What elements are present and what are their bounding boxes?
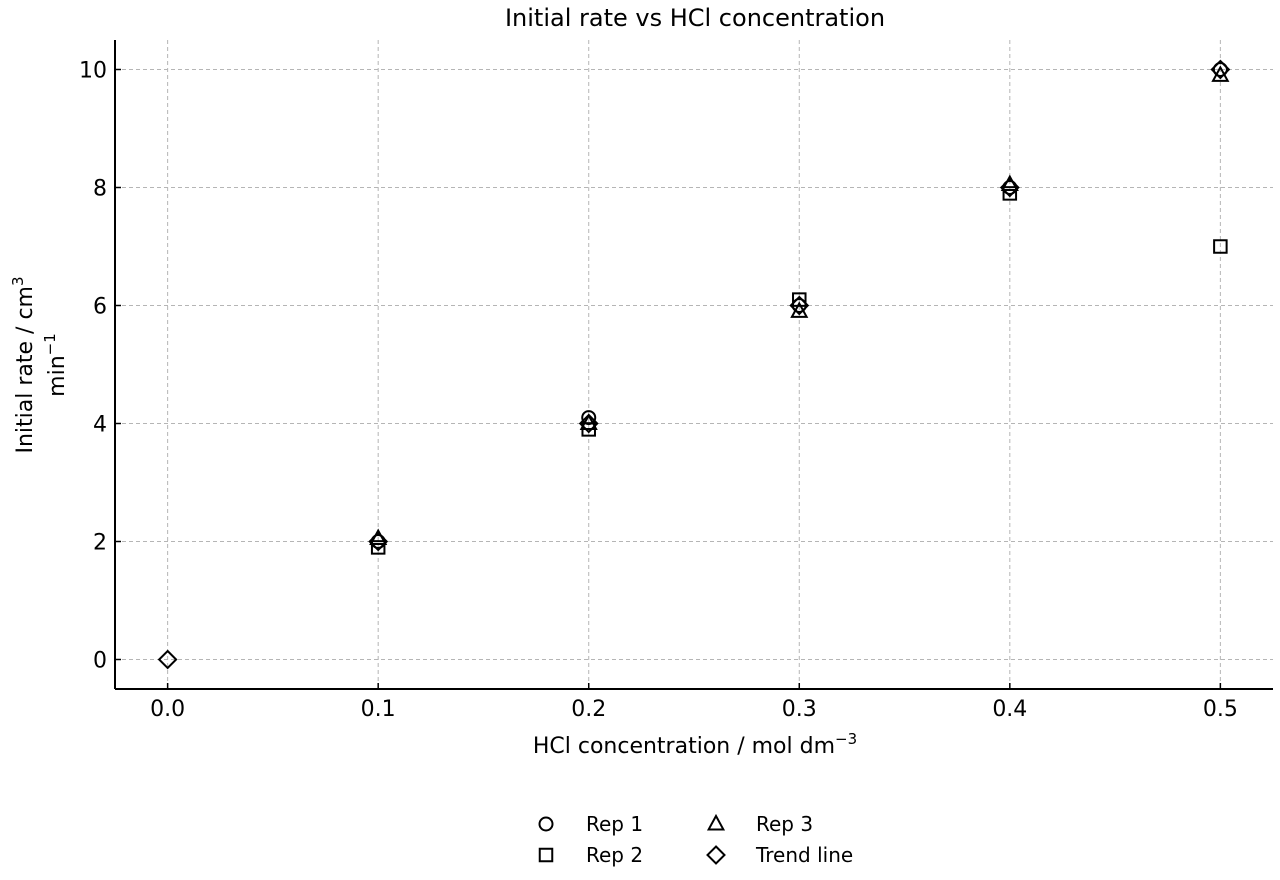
series-trend-line [157,59,1231,670]
legend-item-rep-1: Rep 1 [538,812,643,836]
y-axis-title-line-2-main: min [45,355,70,397]
legend-item-rep-3: Rep 3 [706,812,813,836]
x-axis-title-main: HCl concentration / mol dm [533,734,835,759]
legend-marker-rep-1 [538,816,554,832]
x-tick-label: 0.0 [150,697,185,722]
y-axis-title-line-1-main: Initial rate / cm [13,286,38,453]
y-axis-title-line-1: Initial rate / cm3 [9,276,38,453]
x-tick-label: 0.1 [361,697,396,722]
axes [114,40,1273,690]
x-axis-title: HCl concentration / mol dm−3 [533,730,857,759]
x-tick-label: 0.2 [571,697,606,722]
grid-lines [115,40,1273,689]
y-axis-title-line-1-superscript: 3 [9,276,27,286]
legend-item-rep-2: Rep 2 [538,843,643,867]
data-point-trend-line [1210,59,1231,80]
chart-title: Initial rate vs HCl concentration [505,4,885,32]
legend-marker-rep-2 [538,847,554,863]
y-tick-label: 4 [93,413,107,438]
legend: Rep 1 Rep 2 Rep 3 Trend line [538,812,853,867]
data-markers [157,59,1231,670]
x-tick-label: 0.5 [1203,697,1238,722]
y-tick-label: 2 [93,531,107,556]
data-point-rep-2 [370,540,386,555]
x-tick-label: 0.3 [782,697,817,722]
data-point-rep-1 [1212,62,1228,77]
legend-marker-rep-3 [706,813,726,831]
y-tick-label: 0 [93,649,107,674]
y-tick-label: 8 [93,177,107,202]
data-point-trend-line [999,177,1020,198]
data-point-rep-2 [1002,186,1018,201]
data-point-rep-2 [792,292,807,307]
legend-label-rep-3: Rep 3 [756,812,813,836]
data-point-trend-line [157,649,178,670]
data-point-trend-line [368,531,389,552]
legend-item-trend-line: Trend line [706,843,853,867]
y-axis-title-line-2: min−1 [41,333,70,397]
x-axis-title-superscript: −3 [835,730,857,748]
legend-marker-trend-line [706,845,726,865]
ticks: 0.0 0.1 0.2 0.3 0.4 0.5 0 2 4 6 8 10 [79,59,1238,723]
legend-label-rep-2: Rep 2 [586,843,643,867]
data-point-trend-line [578,413,599,434]
legend-label-trend-line: Trend line [755,843,853,867]
y-axis-title: Initial rate / cm3 min−1 [9,276,70,453]
data-point-trend-line [789,295,810,316]
y-tick-label: 10 [79,59,107,84]
data-point-rep-2 [1213,239,1228,254]
legend-label-rep-1: Rep 1 [586,812,643,836]
y-tick-label: 6 [93,295,107,320]
y-axis-title-line-2-superscript: −1 [41,333,59,355]
data-point-rep-3 [579,413,598,430]
x-tick-label: 0.4 [992,697,1027,722]
